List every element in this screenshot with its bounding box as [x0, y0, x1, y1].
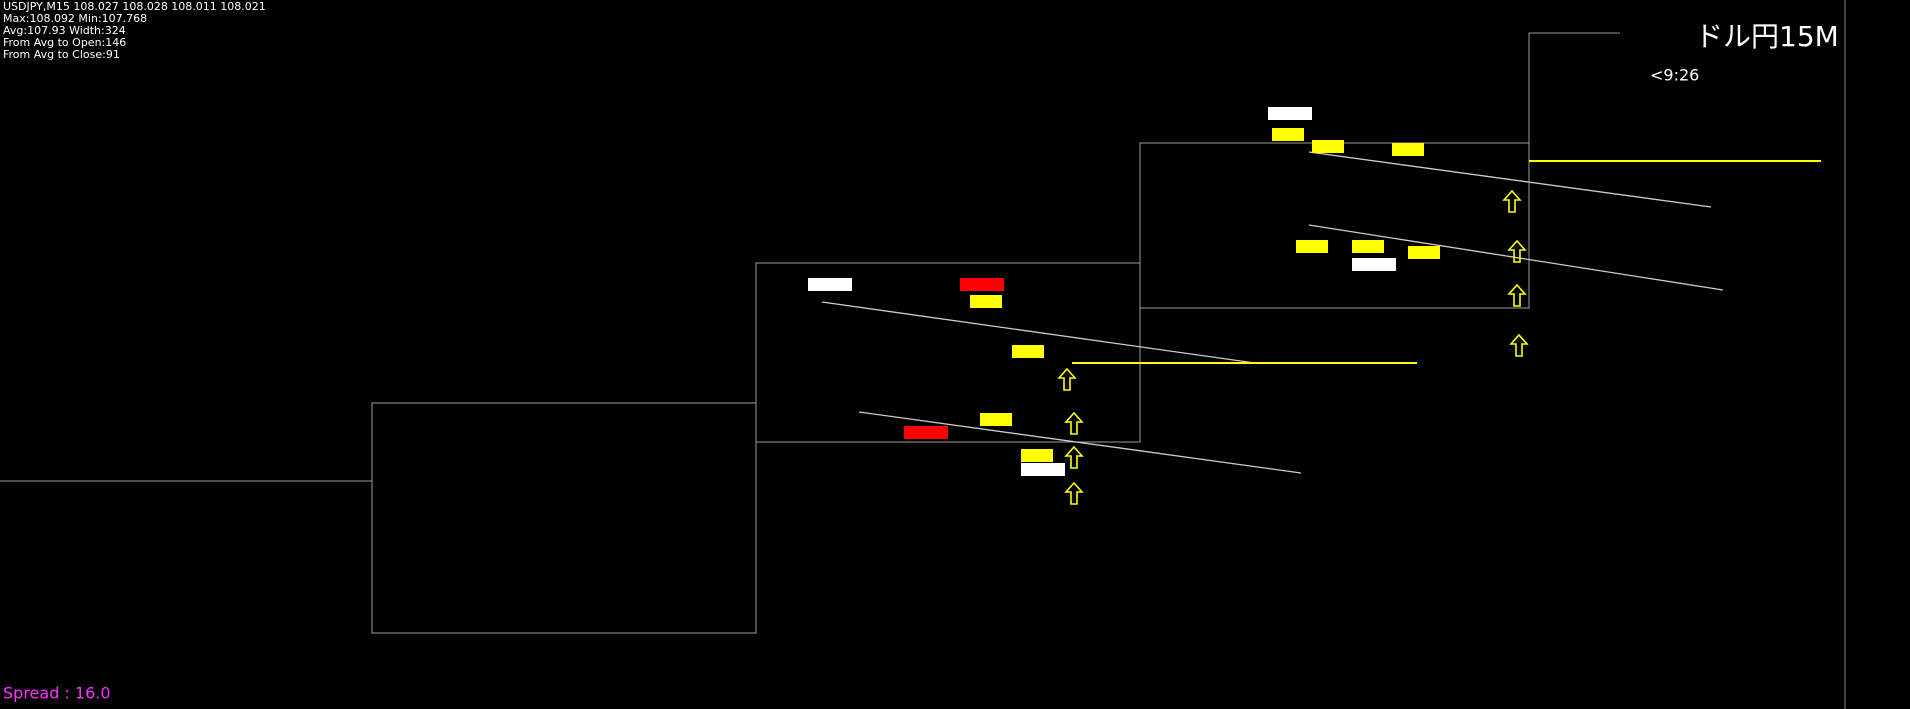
session-box — [755, 262, 1141, 443]
marker — [1352, 240, 1384, 253]
arrow — [1065, 412, 1083, 435]
marker — [1021, 463, 1065, 476]
marker — [1272, 128, 1304, 141]
marker — [960, 278, 1004, 291]
session-box — [1528, 32, 1620, 308]
arrow — [1058, 368, 1076, 391]
title: USDJPY,M15 108.027 108.028 108.011 108.0… — [3, 0, 266, 13]
session-box — [1139, 142, 1530, 309]
session-box — [0, 403, 373, 482]
trend-line — [821, 301, 1256, 364]
session-boxes — [0, 32, 1620, 634]
arrows — [1058, 190, 1528, 505]
header: USDJPY,M15 108.027 108.028 108.011 108.0… — [3, 0, 266, 61]
marker — [970, 295, 1002, 308]
countdown: <9:26 — [1650, 66, 1699, 85]
marker — [980, 413, 1012, 426]
arrow — [1503, 190, 1521, 213]
arrow — [1508, 284, 1526, 307]
marker — [1408, 246, 1440, 259]
info: Avg:107.93 Width:324 — [3, 24, 126, 37]
info: From Avg to Open:146 — [3, 36, 126, 49]
marker — [1352, 258, 1396, 271]
marker — [1296, 240, 1328, 253]
session-box — [371, 402, 757, 634]
info: From Avg to Close:91 — [3, 48, 120, 61]
trend-line — [1308, 151, 1712, 208]
trend-line — [858, 411, 1302, 474]
marker — [1312, 140, 1344, 153]
trend-line — [1308, 224, 1724, 291]
marker — [808, 278, 852, 291]
marker — [904, 426, 948, 439]
marker — [1392, 143, 1424, 156]
arrow — [1065, 482, 1083, 505]
marker — [1021, 449, 1053, 462]
info: Max:108.092 Min:107.768 — [3, 12, 147, 25]
marker-boxes — [808, 107, 1440, 476]
arrow — [1510, 334, 1528, 357]
price-axis — [1845, 0, 1910, 709]
marker — [1268, 107, 1312, 120]
annotation: ドル円15M — [1695, 20, 1839, 53]
trend-lines — [821, 151, 1821, 474]
spread: Spread : 16.0 — [3, 684, 111, 703]
arrow — [1065, 446, 1083, 469]
marker — [1012, 345, 1044, 358]
